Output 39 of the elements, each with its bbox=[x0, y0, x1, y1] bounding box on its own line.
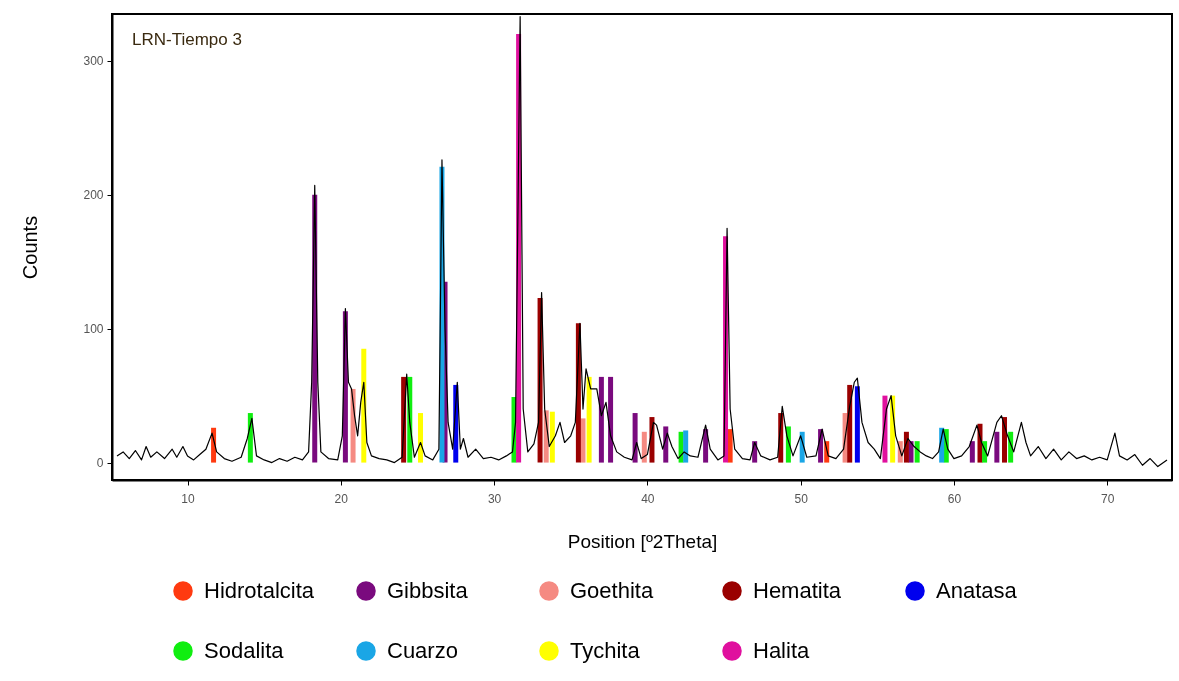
bar bbox=[598, 376, 604, 463]
legend-label: Goethita bbox=[570, 578, 654, 603]
legend-label: Halita bbox=[753, 638, 811, 663]
bar bbox=[632, 413, 638, 463]
legend-label: Cuarzo bbox=[387, 638, 458, 663]
line-series bbox=[116, 16, 1168, 468]
x-tick-label: 20 bbox=[334, 491, 349, 506]
bar bbox=[418, 413, 423, 463]
bar bbox=[549, 411, 555, 463]
x-tick-label: 40 bbox=[641, 491, 655, 506]
y-tick-label: 100 bbox=[83, 322, 104, 337]
legend-label: Gibbsita bbox=[387, 578, 469, 603]
legend-label: Sodalita bbox=[204, 638, 285, 663]
bar bbox=[994, 431, 1000, 463]
bar bbox=[608, 376, 614, 463]
x-tick-label: 30 bbox=[487, 491, 502, 506]
annotation: LRN-Tiempo 3 bbox=[132, 30, 242, 49]
x-tick-label: 10 bbox=[181, 491, 196, 506]
y-tick-label: 300 bbox=[83, 54, 104, 69]
x-tick-label: 60 bbox=[947, 491, 962, 506]
bar bbox=[914, 441, 920, 463]
bar bbox=[727, 429, 733, 463]
legend-label: Anatasa bbox=[936, 578, 1018, 603]
x-tick-label: 50 bbox=[794, 491, 809, 506]
y-tick-label: 0 bbox=[96, 456, 104, 471]
bar bbox=[641, 431, 647, 463]
bar bbox=[1002, 417, 1008, 463]
bar bbox=[908, 441, 914, 463]
legend-label: Hematita bbox=[753, 578, 842, 603]
x-tick-label: 70 bbox=[1101, 491, 1115, 506]
x-axis-title: Position [º2Theta] bbox=[567, 530, 718, 552]
bar bbox=[969, 441, 975, 463]
legend-label: Hidrotalcita bbox=[204, 578, 315, 603]
legend-label: Tychita bbox=[570, 638, 641, 663]
bar bbox=[854, 386, 860, 463]
y-tick-label: 200 bbox=[83, 188, 104, 203]
bar bbox=[586, 376, 592, 463]
bar bbox=[683, 430, 689, 463]
y-axis-title: Counts bbox=[19, 215, 42, 280]
